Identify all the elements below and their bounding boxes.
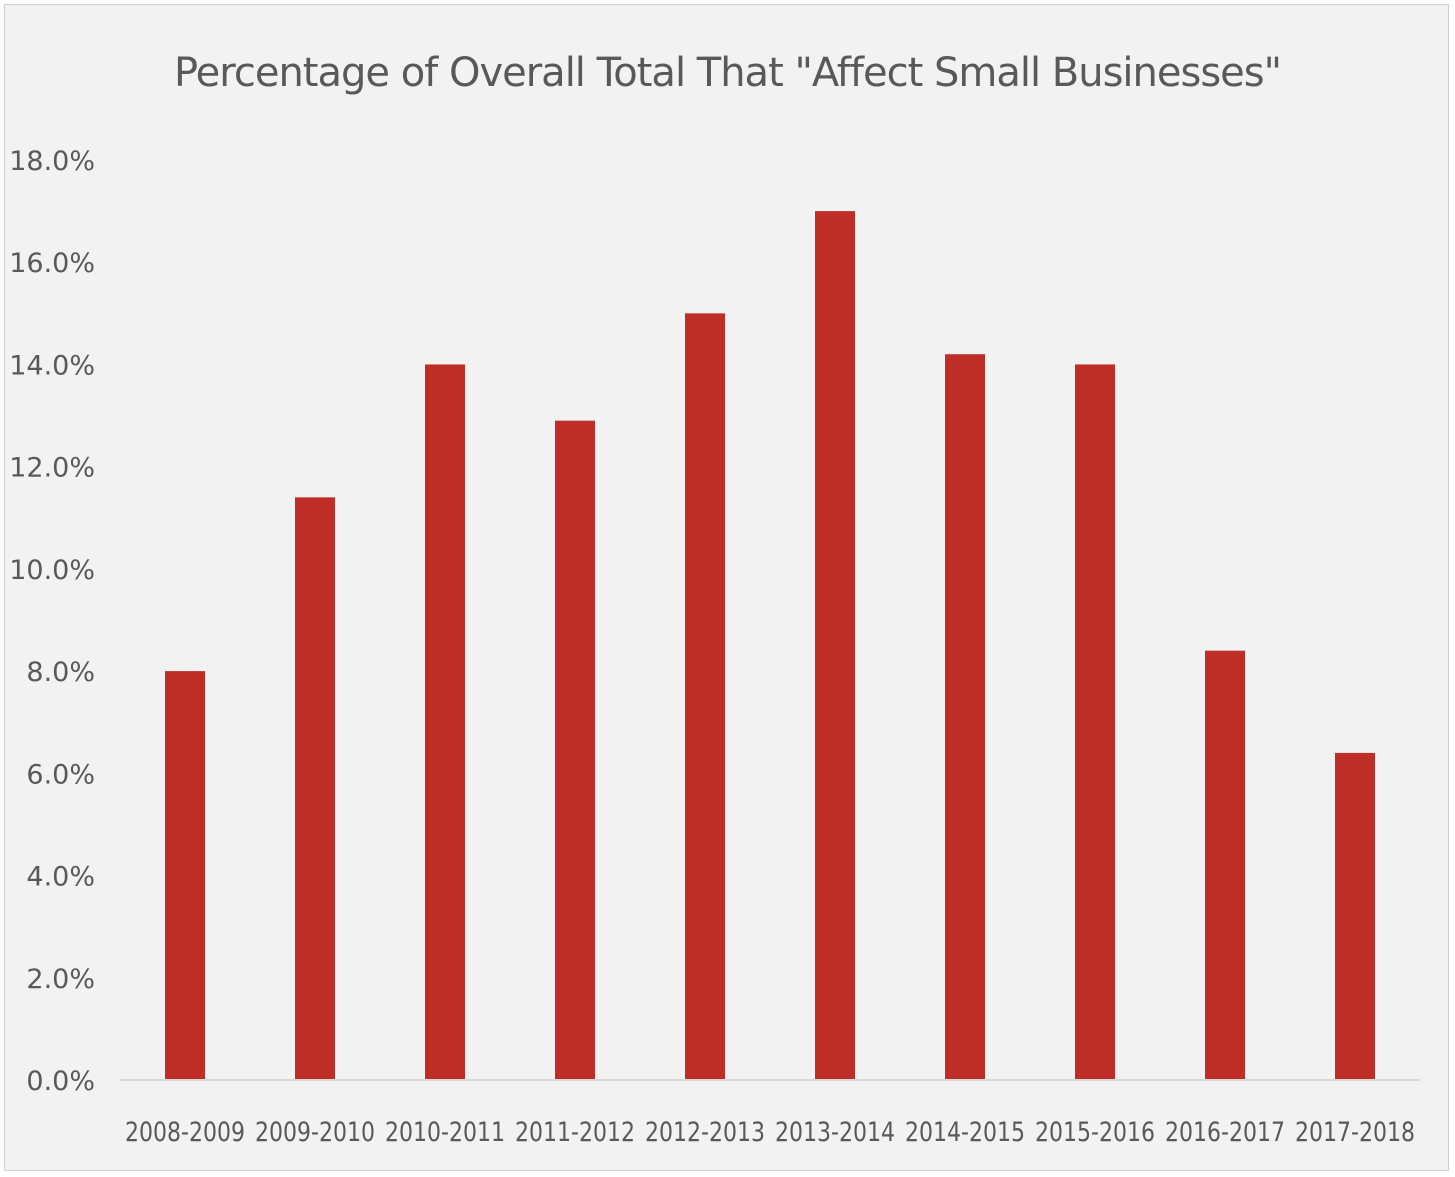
y-tick-label: 2.0%	[26, 964, 95, 995]
bar	[1335, 752, 1375, 1080]
y-tick-label: 0.0%	[26, 1066, 95, 1097]
bar	[425, 364, 465, 1080]
x-tick-label: 2011-2012	[515, 1117, 635, 1148]
y-tick-label: 16.0%	[9, 248, 95, 279]
chart-title: Percentage of Overall Total That "Affect…	[173, 50, 1282, 96]
bar	[1075, 364, 1115, 1080]
x-tick-label: 2014-2015	[905, 1117, 1025, 1148]
y-tick-label: 18.0%	[9, 146, 95, 177]
bar	[1205, 650, 1245, 1080]
bar	[295, 497, 335, 1080]
x-tick-label: 2017-2018	[1295, 1117, 1415, 1148]
y-tick-label: 14.0%	[9, 350, 95, 381]
y-axis-ticks: 0.0% 2.0% 4.0% 6.0% 8.0% 10.0% 12.0% 14.0% 16.0%…	[9, 146, 95, 1097]
y-tick-label: 4.0%	[26, 862, 95, 893]
x-axis-ticks: 2008-2009 2009-2010 2010-2011 2011-2012 2012…	[125, 1117, 1415, 1148]
bar	[165, 671, 205, 1080]
x-tick-label: 2016-2017	[1165, 1117, 1285, 1148]
x-tick-label: 2015-2016	[1035, 1117, 1155, 1148]
y-tick-label: 8.0%	[26, 657, 95, 688]
y-tick-label: 10.0%	[9, 555, 95, 586]
x-tick-label: 2012-2013	[645, 1117, 765, 1148]
y-tick-label: 6.0%	[26, 759, 95, 790]
x-tick-label: 2010-2011	[385, 1117, 505, 1148]
x-tick-label: 2008-2009	[125, 1117, 245, 1148]
x-tick-label: 2013-2014	[775, 1117, 895, 1148]
y-tick-label: 12.0%	[9, 453, 95, 484]
bar	[555, 420, 595, 1081]
x-tick-label: 2009-2010	[255, 1117, 375, 1148]
bar	[685, 313, 725, 1080]
bars	[165, 211, 1375, 1081]
bar	[945, 354, 985, 1080]
bar	[815, 211, 855, 1081]
